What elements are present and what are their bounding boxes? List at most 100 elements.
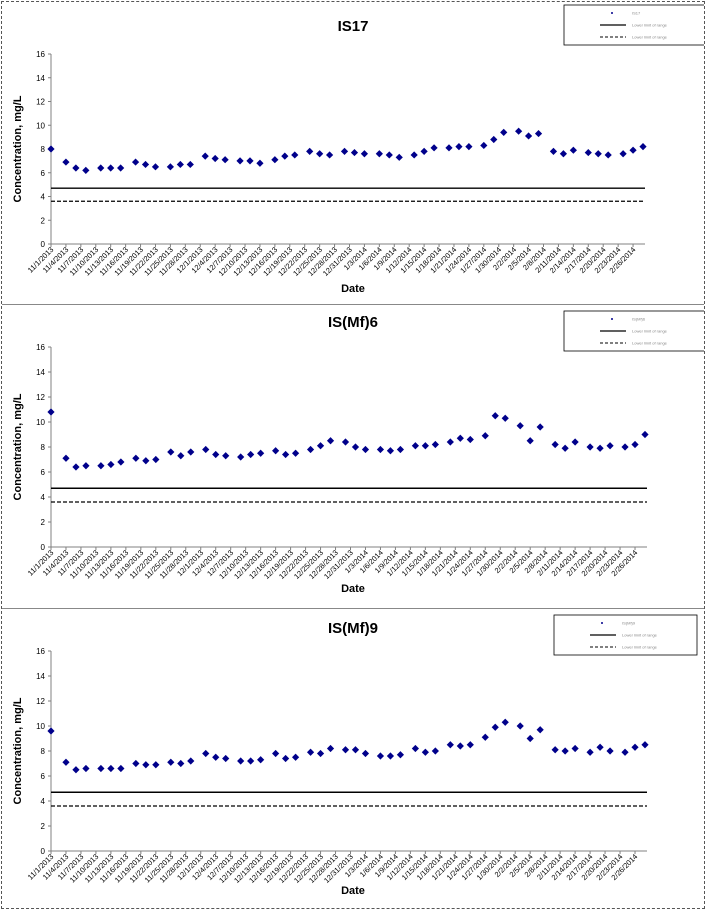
y-tick-label: 10 <box>36 722 45 731</box>
y-tick-label: 6 <box>41 468 46 477</box>
data-point <box>526 437 534 445</box>
data-point <box>256 159 264 167</box>
data-point <box>82 462 90 470</box>
y-tick-label: 4 <box>41 193 46 202</box>
legend-box <box>563 4 704 46</box>
data-point <box>246 157 254 165</box>
data-point <box>202 445 210 454</box>
chart-svg-ismf6: IS(Mf)6 IS(Mf)6 Lower limit of range Lower … <box>12 310 704 595</box>
data-point <box>97 164 105 172</box>
data-point <box>629 146 637 154</box>
data-point <box>341 438 350 446</box>
data-point <box>631 743 639 751</box>
data-point <box>420 147 428 155</box>
data-point <box>176 160 184 169</box>
legend-entry: IS17 <box>632 11 641 16</box>
y-tick-label: 16 <box>36 50 45 59</box>
y-tick-label: 6 <box>41 772 46 781</box>
data-point <box>641 430 649 439</box>
data-point <box>97 764 105 773</box>
data-point <box>501 414 509 422</box>
data-point <box>272 749 280 758</box>
data-point <box>376 752 385 760</box>
data-point <box>117 458 125 466</box>
data-point <box>481 432 489 440</box>
data-point <box>516 422 524 430</box>
data-point <box>326 437 335 445</box>
y-tick-label: 8 <box>41 145 46 154</box>
data-point <box>551 746 559 754</box>
data-point <box>594 150 602 158</box>
data-point <box>559 150 568 158</box>
data-point <box>569 146 577 154</box>
data-point <box>515 127 523 135</box>
data-point <box>107 460 115 469</box>
y-axis-title: Concentration, mg/L <box>12 95 24 202</box>
data-point <box>411 442 419 450</box>
data-point <box>131 158 140 166</box>
data-point <box>167 448 175 456</box>
data-point <box>291 151 299 159</box>
data-point <box>421 442 429 450</box>
data-point <box>446 741 454 749</box>
y-tick-label: 0 <box>41 847 46 856</box>
y-tick-label: 14 <box>36 368 45 377</box>
data-point <box>351 746 360 754</box>
data-point <box>186 160 194 169</box>
chart-title: IS17 <box>338 18 369 35</box>
data-point <box>132 759 140 768</box>
data-point <box>82 764 90 773</box>
data-point <box>72 766 80 774</box>
data-point <box>361 749 370 758</box>
data-point <box>282 450 290 459</box>
data-point <box>536 423 544 431</box>
y-tick-label: 10 <box>36 121 45 130</box>
data-point <box>606 747 614 755</box>
y-tick-label: 12 <box>36 98 45 107</box>
data-point <box>166 163 174 171</box>
x-axis-title: Date <box>341 583 365 595</box>
data-point <box>466 435 474 444</box>
data-point <box>396 751 405 759</box>
data-point <box>177 759 185 768</box>
legend-entry: IS(Mf)6 <box>632 317 646 322</box>
data-point <box>584 148 592 157</box>
y-tick-label: 4 <box>41 797 46 806</box>
data-point <box>551 440 559 449</box>
data-point <box>456 742 464 750</box>
data-point <box>431 440 439 449</box>
data-point <box>561 444 569 452</box>
data-point <box>586 443 594 451</box>
data-point <box>386 752 395 760</box>
data-point <box>237 757 245 765</box>
data-point <box>97 462 105 470</box>
y-tick-label: 16 <box>36 343 45 352</box>
chart-panel-is17: IS17 IS17 Lower limit of range Lower limit … <box>2 2 704 304</box>
legend-marker <box>601 622 603 624</box>
data-point <box>211 154 219 163</box>
y-tick-label: 8 <box>41 443 46 452</box>
data-point <box>141 160 150 169</box>
data-point <box>222 754 230 763</box>
data-point <box>501 718 509 726</box>
y-axis-title: Concentration, mg/L <box>12 393 24 500</box>
data-point <box>132 454 140 462</box>
chart-svg-is17: IS17 IS17 Lower limit of range Lower limit … <box>12 4 704 295</box>
data-point <box>187 448 195 456</box>
data-point <box>247 450 255 459</box>
data-point <box>360 150 369 158</box>
data-point <box>456 434 464 442</box>
data-point <box>281 152 289 160</box>
data-point <box>606 442 614 450</box>
data-point <box>291 449 300 457</box>
data-point <box>117 764 125 773</box>
chart-title: IS(Mf)9 <box>328 620 378 637</box>
data-point <box>490 135 498 144</box>
data-point <box>466 741 474 749</box>
data-point <box>631 440 639 449</box>
data-point <box>306 748 315 756</box>
chart-title: IS(Mf)6 <box>328 314 378 331</box>
legend-box <box>553 614 698 656</box>
data-point <box>561 747 569 755</box>
